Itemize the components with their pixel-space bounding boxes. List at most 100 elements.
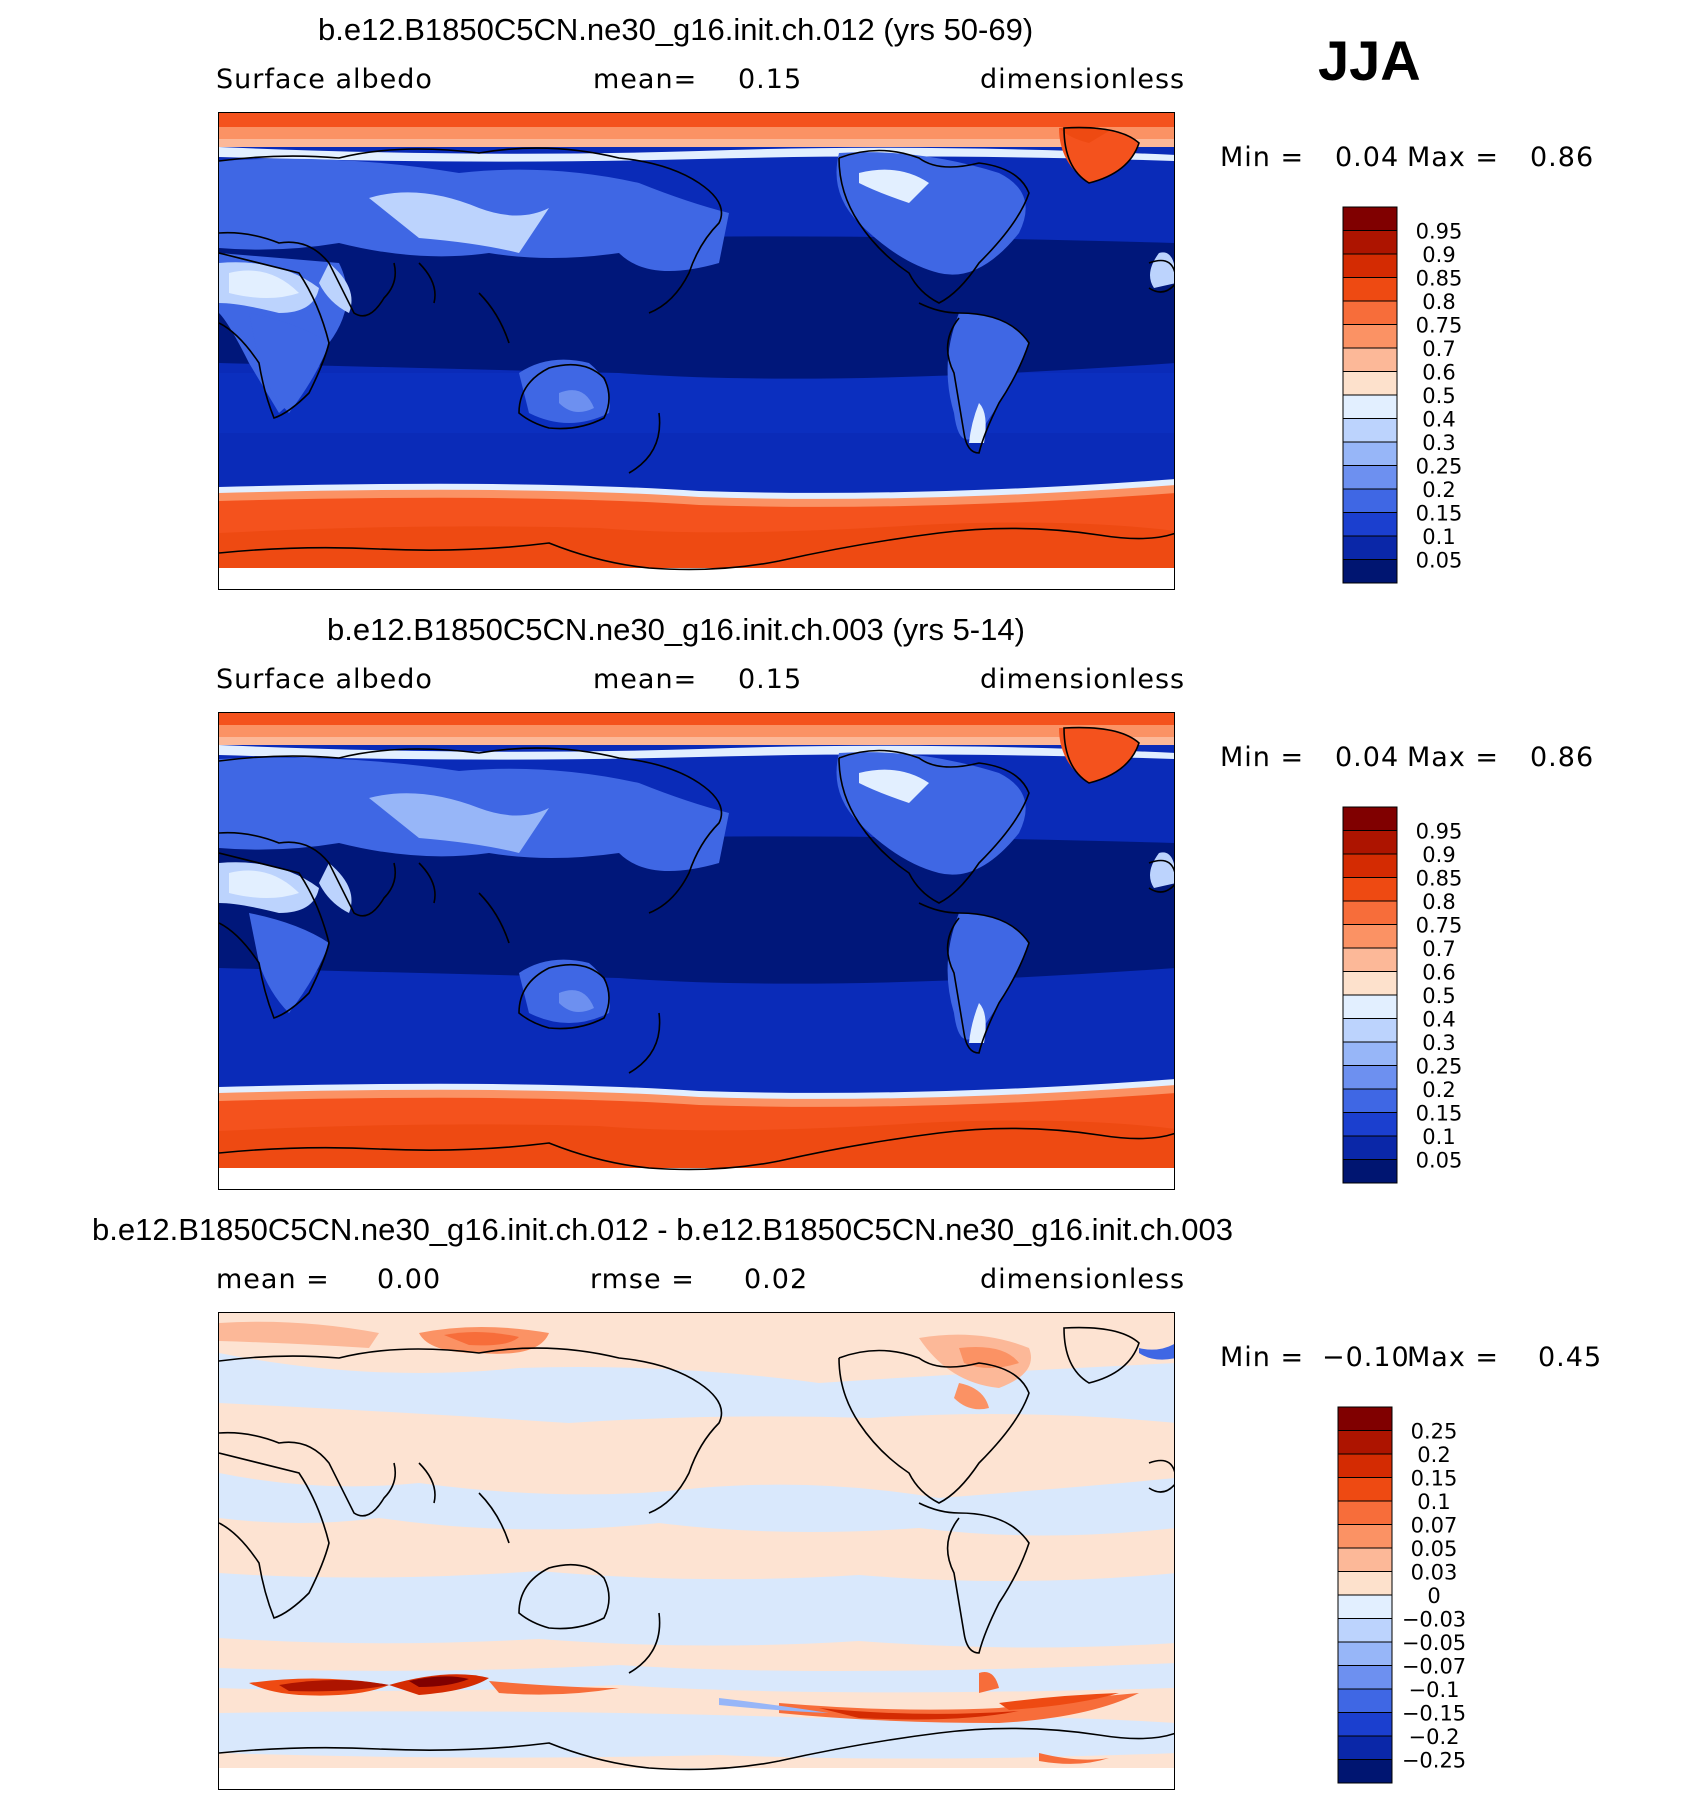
colorbar-tick-label: 0.25 (1411, 1420, 1458, 1444)
colorbar-tick-label: 0.5 (1422, 984, 1455, 1008)
colorbar-tick-label: 0.1 (1417, 1490, 1450, 1514)
colorbar-swatch (1342, 206, 1398, 231)
colorbar-swatch (1337, 1547, 1393, 1572)
panel-2-mean-label: mean= (593, 664, 698, 695)
panel-3-rmse-label: rmse = (590, 1264, 695, 1295)
panel-1-mean-value: 0.15 (738, 64, 803, 95)
colorbar-swatch (1337, 1618, 1393, 1643)
colorbar-swatch (1342, 371, 1398, 396)
panel-3-max-value: 0.45 (1538, 1342, 1603, 1373)
colorbar-tick-label: 0.95 (1416, 220, 1463, 244)
panel-1-max-label: Max = (1407, 142, 1500, 173)
colorbar-swatch (1342, 830, 1398, 855)
colorbar-tick-label: 0.2 (1422, 478, 1455, 502)
colorbar-swatch (1342, 441, 1398, 466)
colorbar-swatch (1342, 488, 1398, 513)
season-label: JJA (1318, 29, 1421, 92)
colorbar-swatch (1337, 1430, 1393, 1455)
colorbar-tick-label: −0.1 (1409, 1678, 1460, 1702)
colorbar-swatch (1337, 1735, 1393, 1760)
panel-1-units: dimensionless (980, 64, 1186, 95)
colorbar-swatch (1337, 1524, 1393, 1549)
colorbar-swatch (1342, 900, 1398, 925)
colorbar-tick-label: 0 (1427, 1584, 1440, 1608)
colorbar-swatch (1342, 512, 1398, 537)
panel-2-min-label: Min = (1220, 742, 1305, 773)
colorbar-swatch (1342, 924, 1398, 949)
colorbar-tick-label: 0.1 (1422, 525, 1455, 549)
colorbar-tick-label: 0.03 (1411, 1561, 1458, 1585)
colorbar-tick-label: 0.7 (1422, 937, 1455, 961)
panel-1-colorbar: 0.950.90.850.80.750.70.60.50.40.30.250.2… (1342, 206, 1463, 584)
colorbar-tick-label: −0.2 (1409, 1725, 1460, 1749)
colorbar-tick-label: −0.03 (1402, 1608, 1466, 1632)
colorbar-swatch (1342, 559, 1398, 584)
colorbar-tick-label: 0.6 (1422, 961, 1455, 985)
panel-3-title: b.e12.B1850C5CN.ne30_g16.init.ch.012 - b… (92, 1212, 1233, 1247)
panel-2-min-value: 0.04 (1335, 742, 1400, 773)
colorbar-tick-label: 0.25 (1416, 1055, 1463, 1079)
colorbar-tick-label: −0.07 (1402, 1655, 1466, 1679)
colorbar-tick-label: 0.75 (1416, 914, 1463, 938)
colorbar-tick-label: 0.8 (1422, 890, 1455, 914)
colorbar-tick-label: 0.9 (1422, 243, 1455, 267)
panel-2-units: dimensionless (980, 664, 1186, 695)
colorbar-swatch (1342, 1088, 1398, 1113)
colorbar-tick-label: 0.8 (1422, 290, 1455, 314)
colorbar-swatch (1337, 1688, 1393, 1713)
colorbar-tick-label: −0.25 (1402, 1749, 1466, 1773)
colorbar-tick-label: 0.3 (1422, 431, 1455, 455)
panel-3-mean-value: 0.00 (377, 1264, 442, 1295)
colorbar-swatch (1342, 347, 1398, 372)
colorbar-swatch (1342, 1112, 1398, 1137)
panel-3-min-value: −0.10 (1322, 1342, 1410, 1373)
panel-2-variable-label: Surface albedo (216, 664, 433, 695)
colorbar-swatch (1342, 947, 1398, 972)
colorbar-tick-label: 0.9 (1422, 843, 1455, 867)
colorbar-tick-label: 0.85 (1416, 267, 1463, 291)
colorbar-tick-label: 0.15 (1416, 1102, 1463, 1126)
colorbar-swatch (1342, 853, 1398, 878)
colorbar-swatch (1342, 1018, 1398, 1043)
colorbar-swatch (1337, 1594, 1393, 1619)
panel-2-max-value: 0.86 (1530, 742, 1595, 773)
colorbar-tick-label: 0.15 (1411, 1467, 1458, 1491)
colorbar-swatch (1342, 1135, 1398, 1160)
colorbar-swatch (1342, 971, 1398, 996)
colorbar-tick-label: 0.95 (1416, 820, 1463, 844)
colorbar-swatch (1342, 806, 1398, 831)
colorbar-swatch (1342, 1041, 1398, 1066)
colorbar-swatch (1342, 877, 1398, 902)
panel-1-max-value: 0.86 (1530, 142, 1595, 173)
panel-3-units: dimensionless (980, 1264, 1186, 1295)
colorbar-swatch (1342, 1159, 1398, 1184)
colorbar-tick-label: 0.07 (1411, 1514, 1458, 1538)
colorbar-tick-label: 0.15 (1416, 502, 1463, 526)
colorbar-swatch (1342, 277, 1398, 302)
colorbar-tick-label: 0.6 (1422, 361, 1455, 385)
colorbar-swatch (1342, 1065, 1398, 1090)
colorbar-tick-label: 0.3 (1422, 1031, 1455, 1055)
panel-1-map (218, 112, 1175, 590)
panel-2-mean-value: 0.15 (738, 664, 803, 695)
panel-1-mean-label: mean= (593, 64, 698, 95)
colorbar-tick-label: 0.85 (1416, 867, 1463, 891)
colorbar-swatch (1342, 394, 1398, 419)
colorbar-tick-label: 0.25 (1416, 455, 1463, 479)
colorbar-swatch (1337, 1453, 1393, 1478)
colorbar-tick-label: 0.1 (1422, 1125, 1455, 1149)
panel-1-map-svg (219, 113, 1174, 589)
panel-3-map (218, 1312, 1175, 1790)
colorbar-swatch (1342, 324, 1398, 349)
colorbar-swatch (1342, 253, 1398, 278)
panel-1-min-value: 0.04 (1335, 142, 1400, 173)
panel-1-variable-label: Surface albedo (216, 64, 433, 95)
colorbar-tick-label: 0.05 (1416, 1149, 1463, 1173)
colorbar-swatch (1342, 994, 1398, 1019)
colorbar-tick-label: 0.7 (1422, 337, 1455, 361)
colorbar-tick-label: 0.75 (1416, 314, 1463, 338)
colorbar-tick-label: −0.05 (1402, 1631, 1466, 1655)
colorbar-swatch (1337, 1759, 1393, 1784)
colorbar-swatch (1337, 1571, 1393, 1596)
panel-1-min-label: Min = (1220, 142, 1305, 173)
